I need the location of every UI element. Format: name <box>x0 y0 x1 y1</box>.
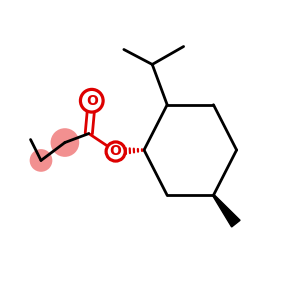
Circle shape <box>51 128 79 157</box>
Circle shape <box>106 142 125 161</box>
Circle shape <box>80 89 103 112</box>
Polygon shape <box>213 195 240 227</box>
Circle shape <box>30 149 52 172</box>
Text: O: O <box>110 145 122 158</box>
Text: O: O <box>86 94 98 108</box>
